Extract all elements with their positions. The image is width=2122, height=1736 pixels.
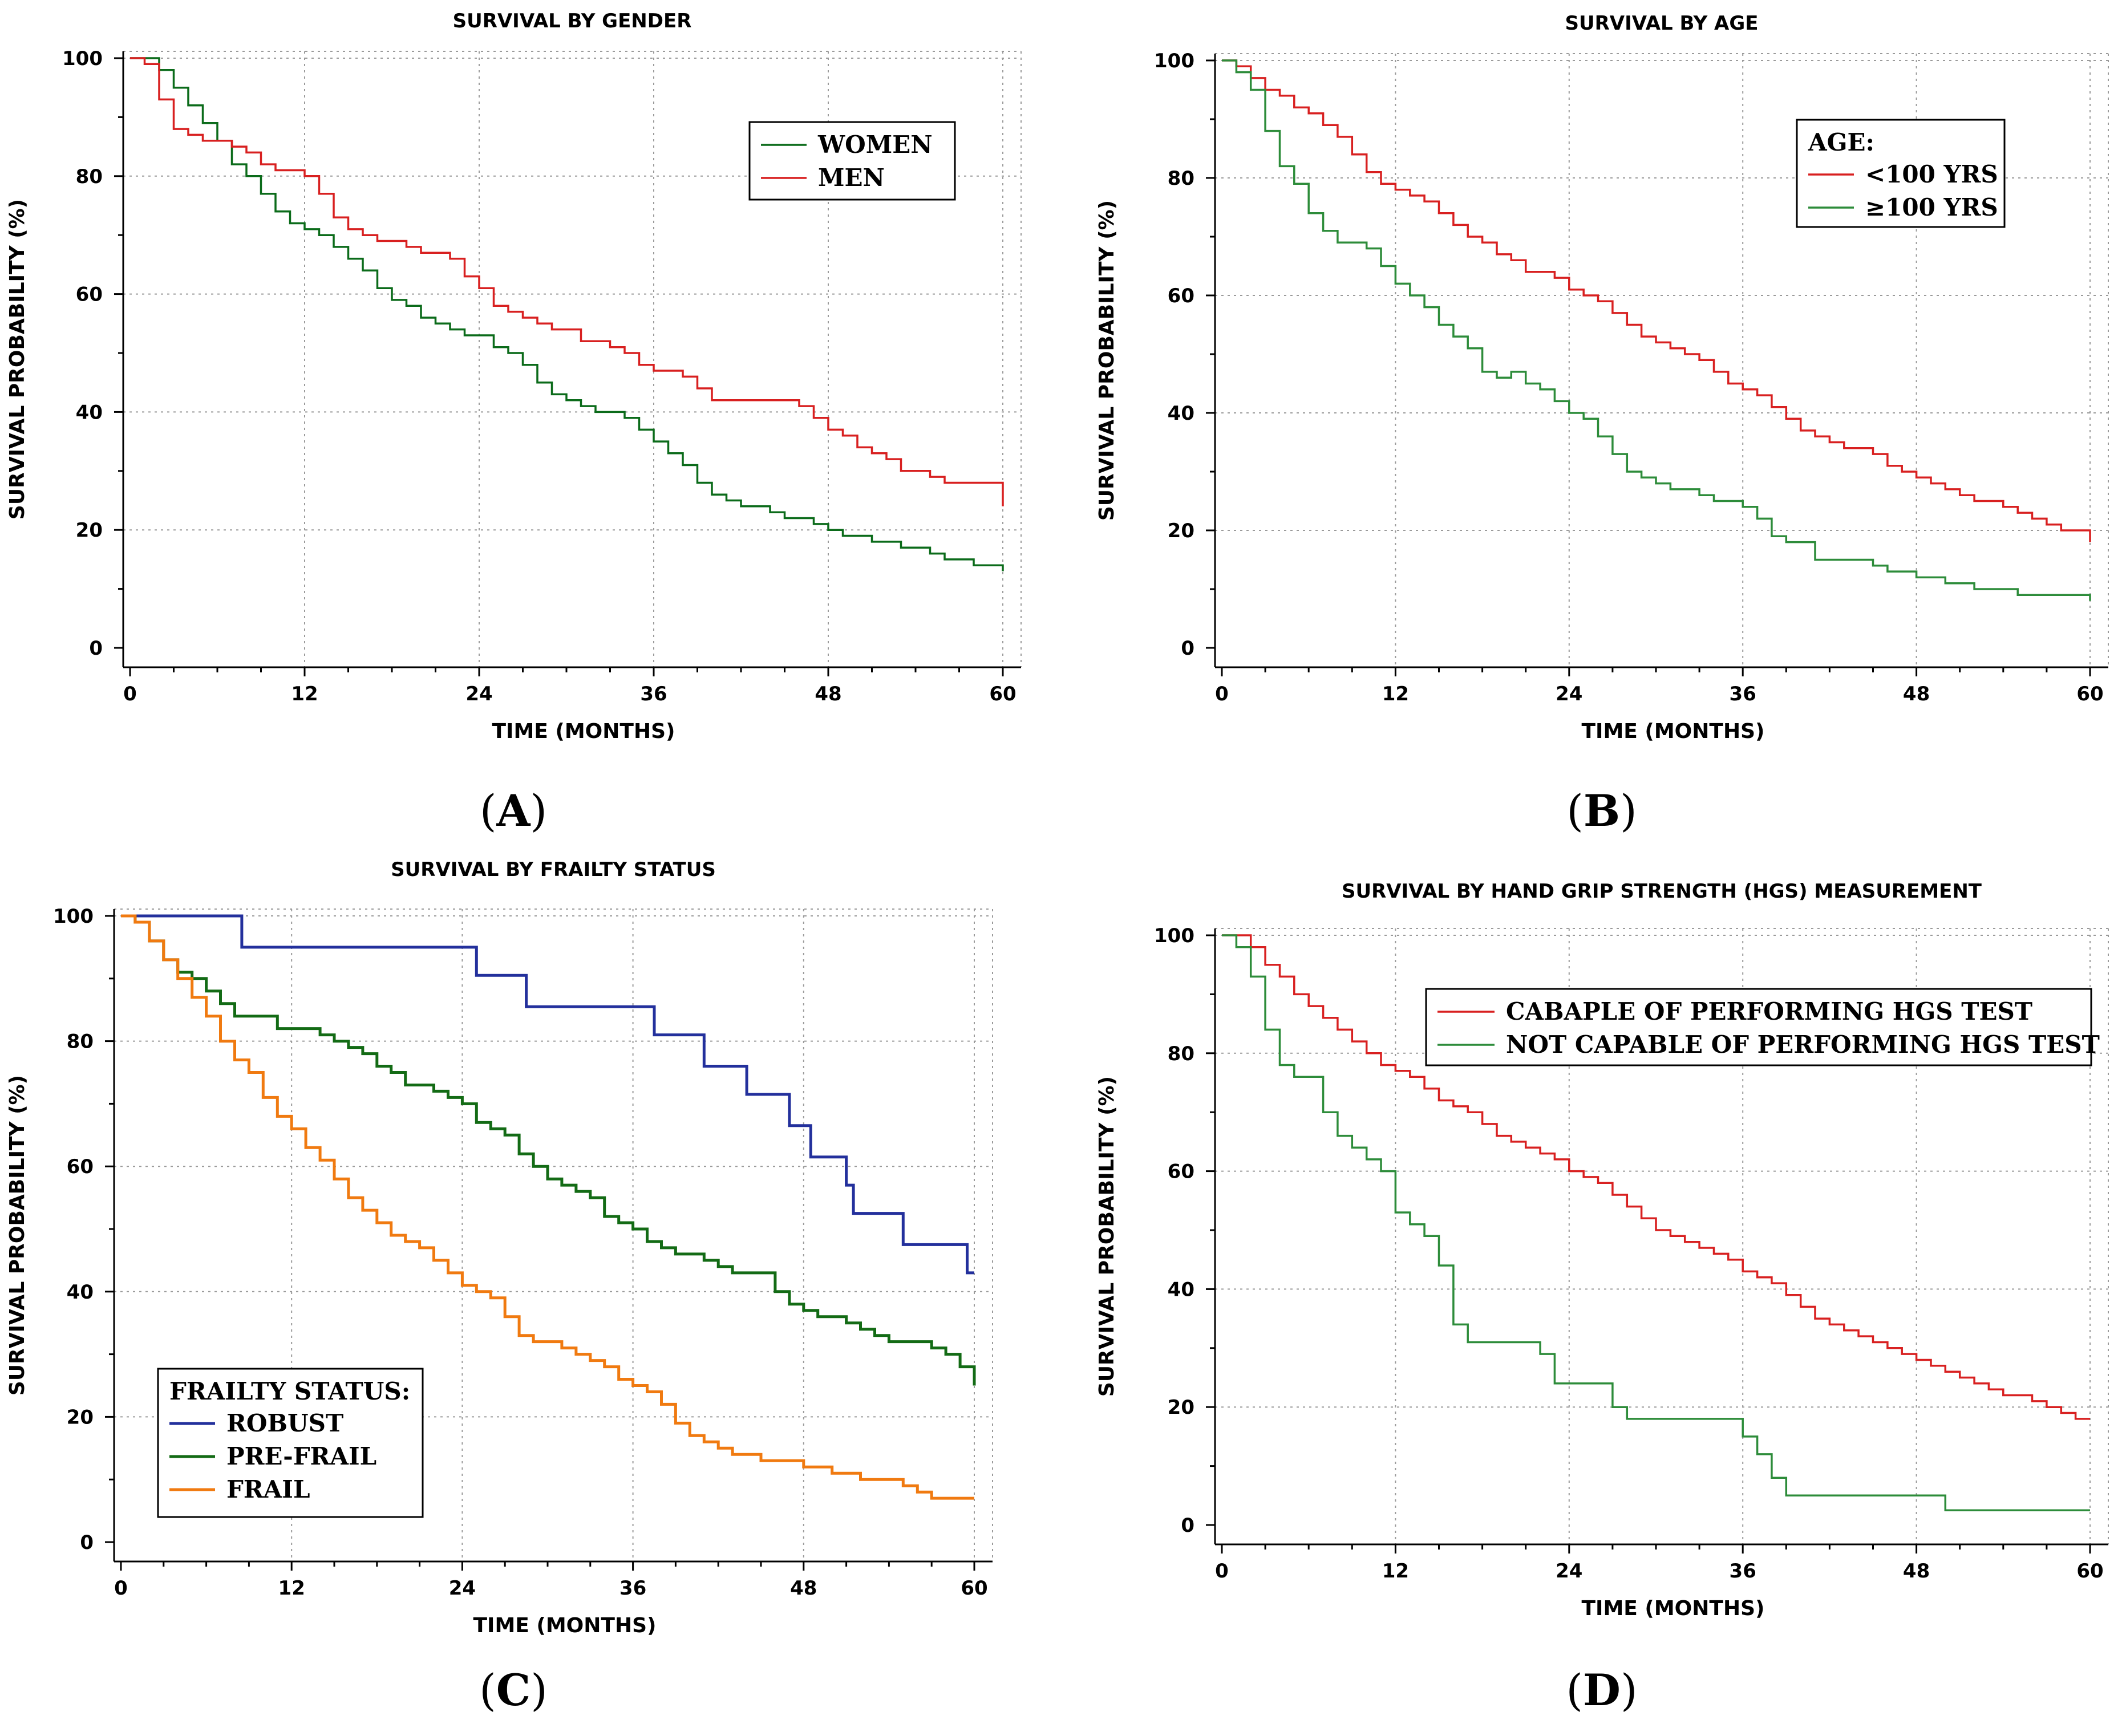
chart-title: SURVIVAL BY GENDER xyxy=(453,10,692,33)
series-line-not-capable-of-performing-hgs-test xyxy=(1222,934,2090,1511)
x-tick-label: 24 xyxy=(465,683,492,705)
panel-D: SURVIVAL BY HAND GRIP STRENGTH (HGS) MEA… xyxy=(1095,880,2109,1715)
y-tick-label: 80 xyxy=(67,1031,94,1053)
panel-A: SURVIVAL BY GENDER 0 12 24 36 48 60 0 20 40 60 80 10… xyxy=(6,10,1022,836)
y-tick-label: 100 xyxy=(1154,924,1194,947)
x-tick-label: 48 xyxy=(1903,683,1930,705)
series-line-cabaple-of-performing-hgs-test xyxy=(1222,934,2090,1420)
y-tick-label: 60 xyxy=(76,283,103,306)
series-line-100-yrs xyxy=(1222,59,2091,601)
x-tick-label: 48 xyxy=(1903,1560,1930,1583)
y-tick-label: 60 xyxy=(1168,285,1194,307)
x-tick-label: 60 xyxy=(2076,1560,2103,1583)
panel-label: (D) xyxy=(1566,1665,1637,1715)
legend-label: ROBUST xyxy=(226,1409,343,1437)
chart-title: SURVIVAL BY HAND GRIP STRENGTH (HGS) MEA… xyxy=(1342,880,1982,903)
legend-label: CABAPLE OF PERFORMING HGS TEST xyxy=(1506,997,2032,1025)
y-tick-label: 100 xyxy=(53,905,94,928)
x-tick-label: 36 xyxy=(1730,1560,1756,1583)
y-tick-label: 20 xyxy=(76,519,103,542)
legend: CABAPLE OF PERFORMING HGS TEST NOT CAPABL… xyxy=(1425,988,2100,1066)
series-line-frail xyxy=(121,914,974,1500)
x-tick-label: 60 xyxy=(961,1577,987,1600)
legend: FRAILTY STATUS: ROBUST PRE-FRAIL FRAIL xyxy=(157,1368,424,1518)
y-tick-label: 20 xyxy=(1168,520,1194,542)
x-axis-label: TIME (MONTHS) xyxy=(1582,720,1765,743)
x-tick-label: 12 xyxy=(1382,1560,1409,1583)
x-tick-label: 60 xyxy=(2076,683,2103,705)
panel-label: (A) xyxy=(480,785,547,836)
series-line-robust xyxy=(121,914,974,1275)
y-tick-label: 100 xyxy=(1154,50,1194,72)
series-line-women xyxy=(130,57,1004,571)
x-tick-label: 60 xyxy=(989,683,1016,705)
y-tick-label: 20 xyxy=(67,1406,94,1429)
legend-label: MEN xyxy=(818,164,885,192)
y-tick-label: 40 xyxy=(76,401,103,424)
legend-label: FRAIL xyxy=(226,1475,310,1503)
y-tick-label: 0 xyxy=(1181,637,1194,660)
y-tick-label: 80 xyxy=(1168,167,1194,190)
series-line-men xyxy=(130,57,1004,506)
legend-label: PRE-FRAIL xyxy=(226,1442,376,1470)
x-axis-label: TIME (MONTHS) xyxy=(1582,1597,1765,1620)
x-tick-label: 12 xyxy=(291,683,318,705)
chart-title: SURVIVAL BY AGE xyxy=(1565,12,1758,35)
y-axis-label: SURVIVAL PROBABILITY (%) xyxy=(1095,1076,1119,1397)
x-tick-label: 0 xyxy=(123,683,137,705)
y-tick-label: 40 xyxy=(1168,1278,1194,1301)
legend-title: FRAILTY STATUS: xyxy=(169,1377,410,1405)
series-line-pre-frail xyxy=(121,914,976,1386)
y-tick-label: 0 xyxy=(80,1531,94,1554)
legend-title: AGE: xyxy=(1808,128,1874,156)
panel-B: SURVIVAL BY AGE 0 12 24 36 48 60 0 20 40 60 80 100 TI… xyxy=(1095,12,2109,836)
y-tick-label: 20 xyxy=(1168,1396,1194,1419)
legend-box xyxy=(1796,119,2006,228)
y-tick-label: 40 xyxy=(67,1281,94,1304)
y-axis-label: SURVIVAL PROBABILITY (%) xyxy=(1095,200,1119,521)
x-tick-label: 48 xyxy=(790,1577,817,1600)
x-tick-label: 0 xyxy=(114,1577,128,1600)
legend-label: WOMEN xyxy=(817,131,933,159)
y-axis-label: SURVIVAL PROBABILITY (%) xyxy=(6,199,29,520)
y-tick-label: 80 xyxy=(76,165,103,188)
legend: WOMEN MEN xyxy=(748,121,956,201)
legend-box xyxy=(748,121,956,201)
panel-C: SURVIVAL BY FRAILTY STATUS 0 12 24 36 48 60 0 20… xyxy=(6,858,993,1715)
y-tick-label: 0 xyxy=(1181,1514,1194,1537)
y-tick-label: 100 xyxy=(62,47,103,70)
x-tick-label: 36 xyxy=(619,1577,646,1600)
y-tick-label: 60 xyxy=(67,1155,94,1178)
x-tick-label: 24 xyxy=(449,1577,476,1600)
series-line-100-yrs xyxy=(1222,59,2091,542)
y-tick-label: 40 xyxy=(1168,402,1194,425)
x-tick-label: 12 xyxy=(1382,683,1409,705)
x-tick-label: 12 xyxy=(278,1577,305,1600)
legend-label: <100 YRS xyxy=(1865,160,1998,188)
legend-label: ≥100 YRS xyxy=(1865,193,1998,221)
panel-label: (B) xyxy=(1566,785,1637,836)
x-tick-label: 36 xyxy=(640,683,667,705)
x-tick-label: 0 xyxy=(1215,1560,1229,1583)
legend-box xyxy=(157,1368,424,1518)
y-tick-label: 0 xyxy=(89,637,103,660)
x-axis-label: TIME (MONTHS) xyxy=(473,1614,657,1637)
x-tick-label: 24 xyxy=(1556,1560,1582,1583)
legend: AGE: <100 YRS ≥100 YRS xyxy=(1796,119,2006,228)
x-axis-label: TIME (MONTHS) xyxy=(492,720,675,743)
y-axis-label: SURVIVAL PROBABILITY (%) xyxy=(6,1075,29,1396)
legend-label: NOT CAPABLE OF PERFORMING HGS TEST xyxy=(1506,1031,2100,1058)
x-tick-label: 0 xyxy=(1215,683,1229,705)
x-tick-label: 24 xyxy=(1556,683,1582,705)
x-tick-label: 48 xyxy=(815,683,841,705)
x-tick-label: 36 xyxy=(1730,683,1756,705)
y-tick-label: 80 xyxy=(1168,1043,1194,1065)
panel-label: (C) xyxy=(479,1665,548,1715)
legend-box xyxy=(1425,988,2092,1066)
y-tick-label: 60 xyxy=(1168,1161,1194,1183)
chart-title: SURVIVAL BY FRAILTY STATUS xyxy=(391,858,716,881)
